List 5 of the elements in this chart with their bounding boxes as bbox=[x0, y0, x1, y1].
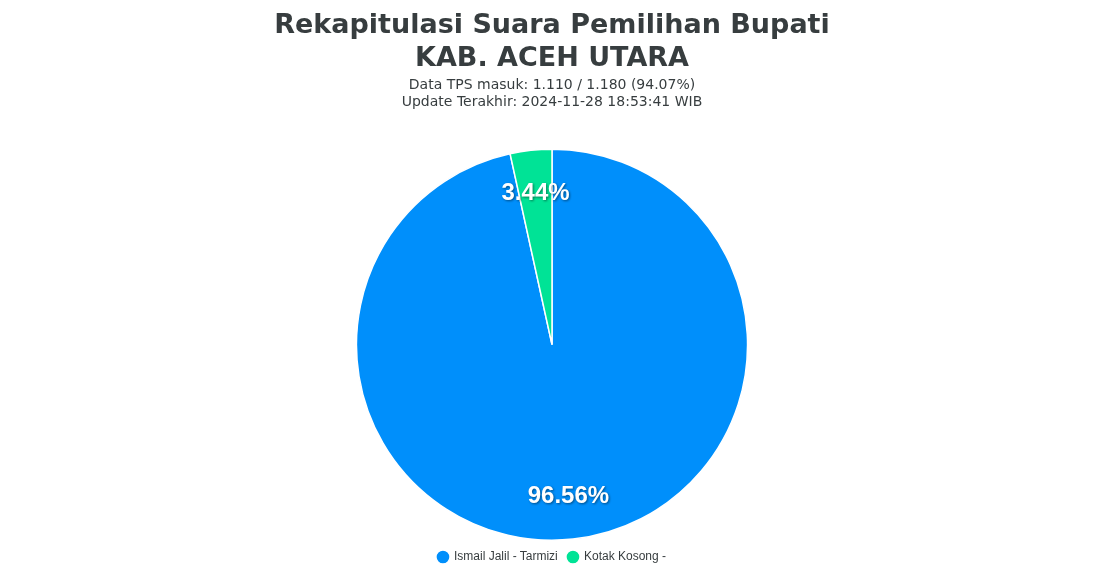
chart-subtitle: Data TPS masuk: 1.110 / 1.180 (94.07%) Update Terakhir: 2024-11-28 18:53:41 WIB bbox=[401, 75, 703, 109]
chart-title: Rekapitulasi Suara Pemilihan Bupati KAB. ACEH UTARA bbox=[274, 8, 830, 72]
legend-label: Ismail Jalil - Tarmizi bbox=[453, 549, 558, 564]
data-label: 96.56% bbox=[527, 480, 610, 508]
legend-label: Kotak Kosong - bbox=[583, 549, 667, 564]
